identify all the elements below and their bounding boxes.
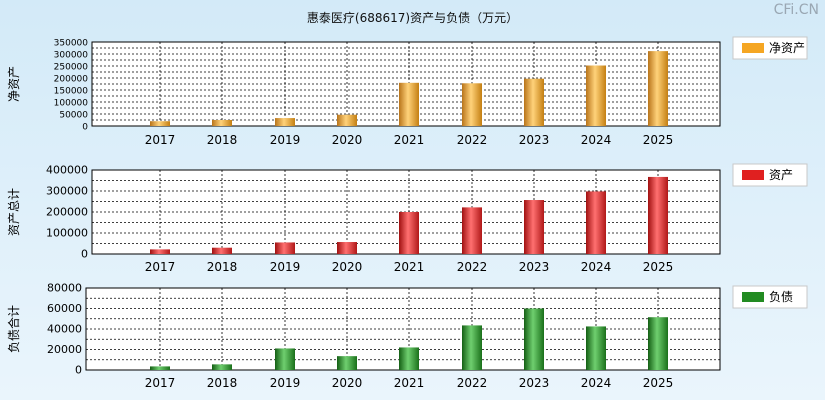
y-tick-label: 0 [75, 364, 82, 377]
bar-2021 [399, 347, 419, 370]
y-tick-label: 200000 [54, 75, 89, 85]
x-tick-label-2018: 2018 [207, 260, 238, 274]
bar-2021 [399, 212, 419, 254]
bar-2024 [586, 191, 606, 254]
bar-2020 [337, 356, 357, 370]
x-tick-label-2022: 2022 [457, 133, 488, 147]
bar-2022 [462, 83, 482, 126]
bar-2017 [150, 121, 170, 126]
x-tick-label-2021: 2021 [394, 376, 425, 390]
bar-2024 [586, 65, 606, 126]
legend-swatch [742, 170, 764, 180]
watermark: CFi.CN [773, 2, 819, 18]
legend-box [732, 285, 808, 309]
bar-2022 [462, 325, 482, 370]
bar-2019 [275, 118, 295, 126]
legend-box [732, 163, 808, 187]
x-tick-label-2021: 2021 [394, 260, 425, 274]
x-tick-label-2022: 2022 [457, 376, 488, 390]
x-tick-label-2019: 2019 [270, 260, 301, 274]
y-axis-label: 资产总计 [7, 188, 21, 236]
y-tick-label: 100000 [46, 227, 88, 240]
bar-2017 [150, 249, 170, 254]
y-tick-label: 0 [82, 123, 88, 133]
y-tick-label: 300000 [46, 185, 88, 198]
legend-box [732, 36, 808, 60]
bar-2019 [275, 242, 295, 254]
x-tick-label-2017: 2017 [145, 376, 176, 390]
x-tick-label-2025: 2025 [643, 376, 674, 390]
bar-2022 [462, 207, 482, 254]
bar-2019 [275, 348, 295, 370]
y-tick-label: 300000 [54, 51, 89, 61]
x-tick-label-2020: 2020 [332, 260, 363, 274]
x-tick-label-2023: 2023 [519, 260, 550, 274]
x-tick-label-2023: 2023 [519, 133, 550, 147]
y-axis-label: 净资产 [7, 66, 21, 102]
legend-label: 净资产 [769, 41, 805, 55]
x-tick-label-2023: 2023 [519, 376, 550, 390]
bar-2025 [648, 51, 668, 127]
bar-2017 [150, 366, 170, 370]
x-tick-label-2024: 2024 [581, 376, 612, 390]
x-tick-label-2025: 2025 [643, 133, 674, 147]
y-tick-label: 50000 [59, 111, 88, 121]
bar-2018 [212, 247, 232, 254]
legend-swatch [742, 43, 764, 53]
y-tick-label: 0 [81, 248, 88, 261]
x-tick-label-2019: 2019 [270, 376, 301, 390]
chart-title: 惠泰医疗(688617)资产与负债（万元） [306, 11, 519, 25]
bar-2021 [399, 82, 419, 126]
bar-2023 [524, 308, 544, 370]
y-tick-label: 80000 [47, 282, 82, 295]
chart-panel-2: 0 20000 40000 60000 80000 2017 2018 2019 2020 202… [6, 282, 808, 390]
bar-2018 [212, 364, 232, 370]
x-tick-label-2018: 2018 [207, 376, 238, 390]
x-tick-label-2024: 2024 [581, 260, 612, 274]
x-tick-label-2017: 2017 [145, 260, 176, 274]
y-tick-label: 150000 [54, 87, 89, 97]
x-tick-label-2017: 2017 [145, 133, 176, 147]
legend-swatch [742, 292, 764, 302]
y-tick-label: 250000 [54, 63, 89, 73]
bar-2018 [212, 120, 232, 126]
x-tick-label-2020: 2020 [332, 133, 363, 147]
bar-2025 [648, 176, 668, 254]
x-tick-label-2024: 2024 [581, 133, 612, 147]
bar-2020 [337, 114, 357, 126]
x-tick-label-2019: 2019 [270, 133, 301, 147]
x-tick-label-2022: 2022 [457, 260, 488, 274]
y-tick-label: 200000 [46, 206, 88, 219]
x-tick-label-2020: 2020 [332, 376, 363, 390]
y-tick-label: 60000 [47, 302, 82, 315]
bar-2020 [337, 242, 357, 254]
bar-2023 [524, 200, 544, 254]
y-tick-label: 20000 [47, 343, 82, 356]
x-tick-label-2018: 2018 [207, 133, 238, 147]
bar-2025 [648, 317, 668, 370]
legend-label: 资产 [769, 168, 793, 182]
y-tick-label: 350000 [54, 39, 89, 49]
bar-2023 [524, 78, 544, 126]
chart-panel-0: 0 50000 100000 150000 200000 250000 300000 3500… [7, 36, 808, 147]
chart-panel-1: 0 100000 200000 300000 400000 2017 2018 2019 202… [7, 163, 808, 274]
x-tick-label-2025: 2025 [643, 260, 674, 274]
y-tick-label: 100000 [54, 99, 89, 109]
y-axis-label: 负债合计 [6, 305, 21, 353]
y-tick-label: 40000 [47, 323, 82, 336]
bar-2024 [586, 326, 606, 370]
y-tick-label: 400000 [46, 164, 88, 177]
x-tick-label-2021: 2021 [394, 133, 425, 147]
legend-label: 负债 [769, 290, 793, 304]
